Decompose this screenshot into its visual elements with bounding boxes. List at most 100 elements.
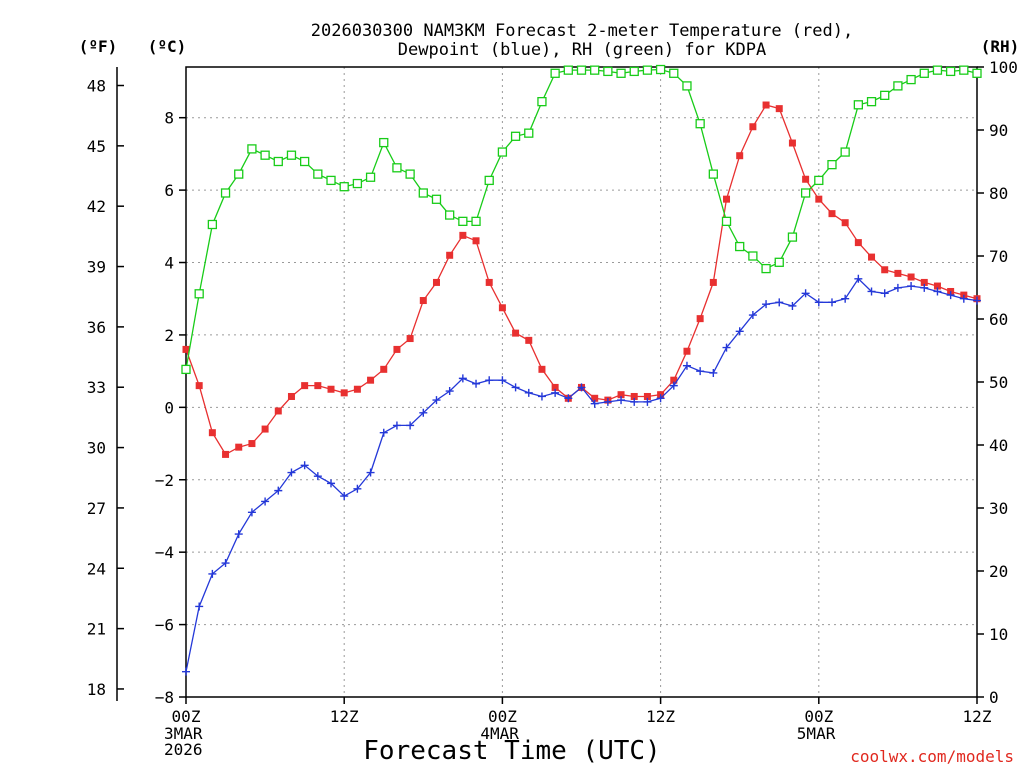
dewpoint-point bbox=[735, 327, 744, 336]
rh-point bbox=[827, 159, 837, 170]
rh-point bbox=[207, 219, 218, 230]
dewpoint-point bbox=[247, 508, 256, 517]
temperature-point bbox=[815, 195, 823, 203]
temperature-point bbox=[551, 383, 559, 391]
rh-point bbox=[695, 119, 705, 129]
temperature-point bbox=[775, 105, 783, 113]
celsius-unit-label: (ºC) bbox=[148, 37, 187, 56]
dewpoint-point bbox=[379, 428, 388, 437]
temperature-point bbox=[525, 336, 533, 344]
dewpoint-point bbox=[182, 667, 190, 676]
fahrenheit-tick-label: 45 bbox=[87, 137, 106, 156]
rh-point bbox=[748, 251, 758, 261]
dewpoint-point bbox=[880, 289, 889, 298]
rh-point bbox=[774, 257, 784, 267]
dewpoint-point bbox=[432, 396, 441, 405]
celsius-tick-label: −2 bbox=[155, 471, 174, 490]
rh-point bbox=[550, 68, 560, 78]
dewpoint-point bbox=[590, 399, 599, 408]
rh-tick-label: 80 bbox=[989, 184, 1008, 203]
rh-point bbox=[365, 172, 376, 182]
temperature-point bbox=[235, 443, 243, 451]
temperature-point bbox=[353, 385, 361, 393]
temperature-point bbox=[868, 253, 876, 261]
temperature-point bbox=[643, 392, 651, 400]
temperature-point bbox=[182, 345, 190, 353]
rh-tick-label: 0 bbox=[989, 688, 999, 707]
dewpoint-point bbox=[867, 287, 876, 296]
rh-point bbox=[392, 163, 402, 173]
dewpoint-point bbox=[630, 397, 639, 406]
dewpoint-point bbox=[392, 421, 401, 430]
rh-point bbox=[286, 150, 297, 160]
fahrenheit-tick-label: 33 bbox=[87, 378, 106, 397]
temperature-point bbox=[498, 304, 506, 312]
rh-tick-label: 40 bbox=[989, 436, 1008, 455]
temperature-point bbox=[749, 123, 757, 131]
dewpoint-point bbox=[261, 497, 270, 506]
rh-point bbox=[616, 68, 626, 78]
dewpoint-point bbox=[893, 283, 902, 292]
dewpoint-point bbox=[524, 388, 533, 397]
temperature-point bbox=[380, 365, 388, 373]
fahrenheit-tick-label: 24 bbox=[87, 559, 106, 578]
rh-point bbox=[893, 81, 903, 91]
x-axis-label: Forecast Time (UTC) bbox=[363, 736, 660, 766]
dewpoint-point bbox=[669, 381, 678, 390]
dewpoint-point bbox=[617, 396, 626, 405]
dewpoint-point bbox=[366, 468, 375, 477]
credit-link[interactable]: coolwx.com/models bbox=[850, 747, 1014, 766]
temperature-point bbox=[274, 407, 282, 415]
dewpoint-point bbox=[656, 394, 665, 403]
fahrenheit-tick-label: 27 bbox=[87, 499, 106, 518]
temperature-point bbox=[709, 278, 717, 286]
temperature-point bbox=[327, 385, 335, 393]
rh-point bbox=[431, 194, 442, 204]
rh-point bbox=[260, 150, 270, 160]
dewpoint-point bbox=[854, 274, 863, 283]
rh-point bbox=[484, 175, 494, 186]
dewpoint-point bbox=[933, 287, 942, 296]
dewpoint-point bbox=[775, 298, 784, 307]
dewpoint-point bbox=[709, 368, 718, 377]
dewpoint-point bbox=[841, 294, 850, 303]
temperature-point bbox=[406, 335, 414, 343]
rh-point bbox=[576, 65, 587, 75]
rh-point bbox=[919, 68, 929, 78]
rh-point bbox=[299, 156, 310, 167]
rh-point bbox=[379, 137, 389, 148]
rh-point bbox=[497, 147, 508, 157]
time-tick-label: 12Z bbox=[646, 707, 675, 726]
rh-tick-label: 100 bbox=[989, 58, 1018, 77]
temperature-point bbox=[301, 382, 309, 390]
rh-unit-label: (RH) bbox=[981, 37, 1020, 56]
rh-point bbox=[524, 128, 534, 138]
rh-tick-label: 90 bbox=[989, 121, 1008, 140]
dewpoint-point bbox=[287, 468, 296, 477]
chart-title-line-2: Dewpoint (blue), RH (green) for KDPA bbox=[398, 40, 766, 60]
temperature-point bbox=[419, 297, 427, 305]
celsius-tick-label: −4 bbox=[155, 543, 174, 562]
temperature-point bbox=[696, 315, 704, 323]
rh-point bbox=[945, 66, 956, 77]
fahrenheit-tick-label: 21 bbox=[87, 620, 106, 639]
dewpoint-point bbox=[959, 294, 968, 303]
dewpoint-point bbox=[472, 379, 481, 388]
temperature-point bbox=[617, 391, 625, 399]
celsius-tick-label: 0 bbox=[164, 398, 174, 417]
rh-point bbox=[814, 175, 824, 186]
temperature-point bbox=[446, 251, 454, 259]
temperature-point bbox=[933, 282, 941, 290]
time-tick-label: 12Z bbox=[963, 707, 992, 726]
dewpoint-point bbox=[313, 472, 322, 481]
rh-point bbox=[655, 64, 666, 75]
time-tick-label: 12Z bbox=[330, 707, 359, 726]
dewpoint-point bbox=[511, 383, 520, 392]
temperature-point bbox=[841, 219, 849, 227]
time-tick-label: 00Z bbox=[804, 707, 833, 726]
dewpoint-point bbox=[274, 486, 283, 495]
temperature-point bbox=[670, 376, 678, 384]
fahrenheit-tick-label: 42 bbox=[87, 197, 106, 216]
